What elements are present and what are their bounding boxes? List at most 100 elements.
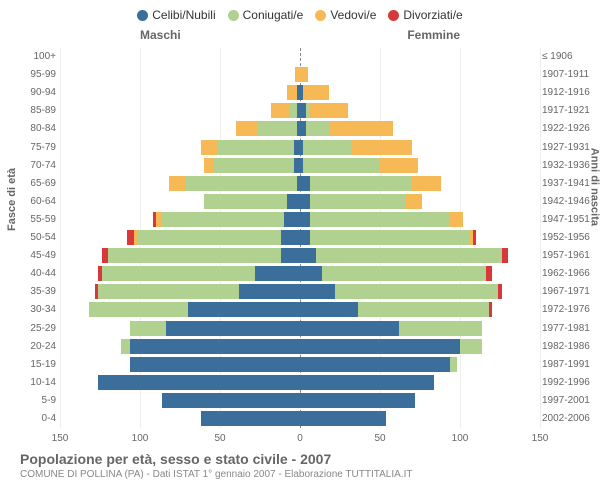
bar-segment	[137, 230, 281, 245]
legend-label: Celibi/Nubili	[152, 8, 215, 22]
bar-segment	[316, 248, 502, 263]
bar-female	[300, 212, 463, 227]
age-label: 70-74	[20, 157, 56, 175]
chart-title: Popolazione per età, sesso e stato civil…	[20, 451, 412, 467]
age-label: 65-69	[20, 175, 56, 193]
bar-segment	[300, 194, 310, 209]
bar-female	[300, 411, 386, 426]
bar-segment	[169, 176, 185, 191]
age-label: 5-9	[20, 392, 56, 410]
bar-female	[300, 85, 329, 100]
bar-segment	[406, 194, 422, 209]
bar-segment	[258, 121, 296, 136]
bar-segment	[351, 140, 412, 155]
bar-segment	[310, 103, 348, 118]
bar-segment	[502, 248, 508, 263]
bar-male	[102, 248, 300, 263]
bar-segment	[300, 230, 310, 245]
bar-male	[98, 375, 300, 390]
bar-male	[236, 121, 300, 136]
bar-female	[300, 67, 308, 82]
bar-female	[300, 357, 457, 372]
x-tick: 100	[452, 433, 469, 444]
legend-item: Celibi/Nubili	[137, 8, 215, 22]
x-tick: 150	[52, 433, 69, 444]
bar-female	[300, 393, 415, 408]
bar-male	[162, 393, 300, 408]
bar-segment	[300, 248, 316, 263]
bar-segment	[188, 302, 300, 317]
bar-segment	[450, 357, 456, 372]
bar-female	[300, 230, 476, 245]
year-label: 1997-2001	[542, 392, 596, 410]
year-label: 1992-1996	[542, 374, 596, 392]
bar-segment	[300, 339, 460, 354]
x-tick: 0	[297, 433, 303, 444]
bar-segment	[412, 176, 441, 191]
female-label: Femmine	[407, 28, 460, 42]
bar-segment	[162, 212, 284, 227]
age-label: 40-44	[20, 265, 56, 283]
bar-segment	[473, 230, 476, 245]
age-label: 15-19	[20, 356, 56, 374]
bar-segment	[300, 176, 310, 191]
legend-label: Vedovi/e	[330, 8, 376, 22]
bar-segment	[486, 266, 492, 281]
bar-male	[287, 85, 300, 100]
bar-segment	[284, 212, 300, 227]
legend-swatch	[388, 10, 399, 21]
bar-female	[300, 176, 441, 191]
legend-label: Coniugati/e	[243, 8, 304, 22]
bar-segment	[121, 339, 131, 354]
year-label: 1977-1981	[542, 320, 596, 338]
bar-segment	[300, 411, 386, 426]
bar-segment	[236, 121, 258, 136]
age-row: 50-541952-1956	[60, 229, 540, 247]
grid-line	[540, 48, 541, 428]
bar-segment	[310, 176, 412, 191]
male-label: Maschi	[140, 28, 181, 42]
bar-segment	[130, 321, 165, 336]
bar-segment	[287, 194, 300, 209]
bar-segment	[300, 375, 434, 390]
year-label: 1932-1936	[542, 157, 596, 175]
year-label: 1927-1931	[542, 139, 596, 157]
x-tick: 150	[532, 433, 549, 444]
bar-female	[300, 121, 393, 136]
bar-segment	[380, 158, 418, 173]
x-tick: 50	[374, 433, 385, 444]
bar-segment	[217, 140, 294, 155]
age-row: 30-341972-1976	[60, 301, 540, 319]
bar-segment	[271, 103, 290, 118]
age-row: 10-141992-1996	[60, 374, 540, 392]
bar-male	[130, 321, 300, 336]
bar-segment	[281, 248, 300, 263]
bar-segment	[310, 194, 406, 209]
legend-item: Divorziati/e	[388, 8, 462, 22]
year-label: 1922-1926	[542, 120, 596, 138]
y-left-axis-title: Fasce di età	[6, 168, 18, 231]
bar-segment	[239, 284, 300, 299]
year-label: 1952-1956	[542, 229, 596, 247]
bar-female	[300, 103, 348, 118]
legend-swatch	[315, 10, 326, 21]
age-row: 85-891917-1921	[60, 102, 540, 120]
bar-male	[121, 339, 300, 354]
bar-segment	[214, 158, 294, 173]
legend-item: Coniugati/e	[228, 8, 304, 22]
age-row: 55-591947-1951	[60, 211, 540, 229]
bar-segment	[287, 85, 297, 100]
bar-female	[300, 140, 412, 155]
year-label: 1982-1986	[542, 338, 596, 356]
bar-male	[98, 266, 300, 281]
year-label: 1987-1991	[542, 356, 596, 374]
age-label: 100+	[20, 48, 56, 66]
bar-male	[201, 411, 300, 426]
x-tick: 100	[132, 433, 149, 444]
bar-segment	[130, 339, 300, 354]
age-label: 35-39	[20, 283, 56, 301]
bar-female	[300, 284, 502, 299]
bar-segment	[166, 321, 300, 336]
bar-segment	[185, 176, 297, 191]
age-label: 80-84	[20, 120, 56, 138]
